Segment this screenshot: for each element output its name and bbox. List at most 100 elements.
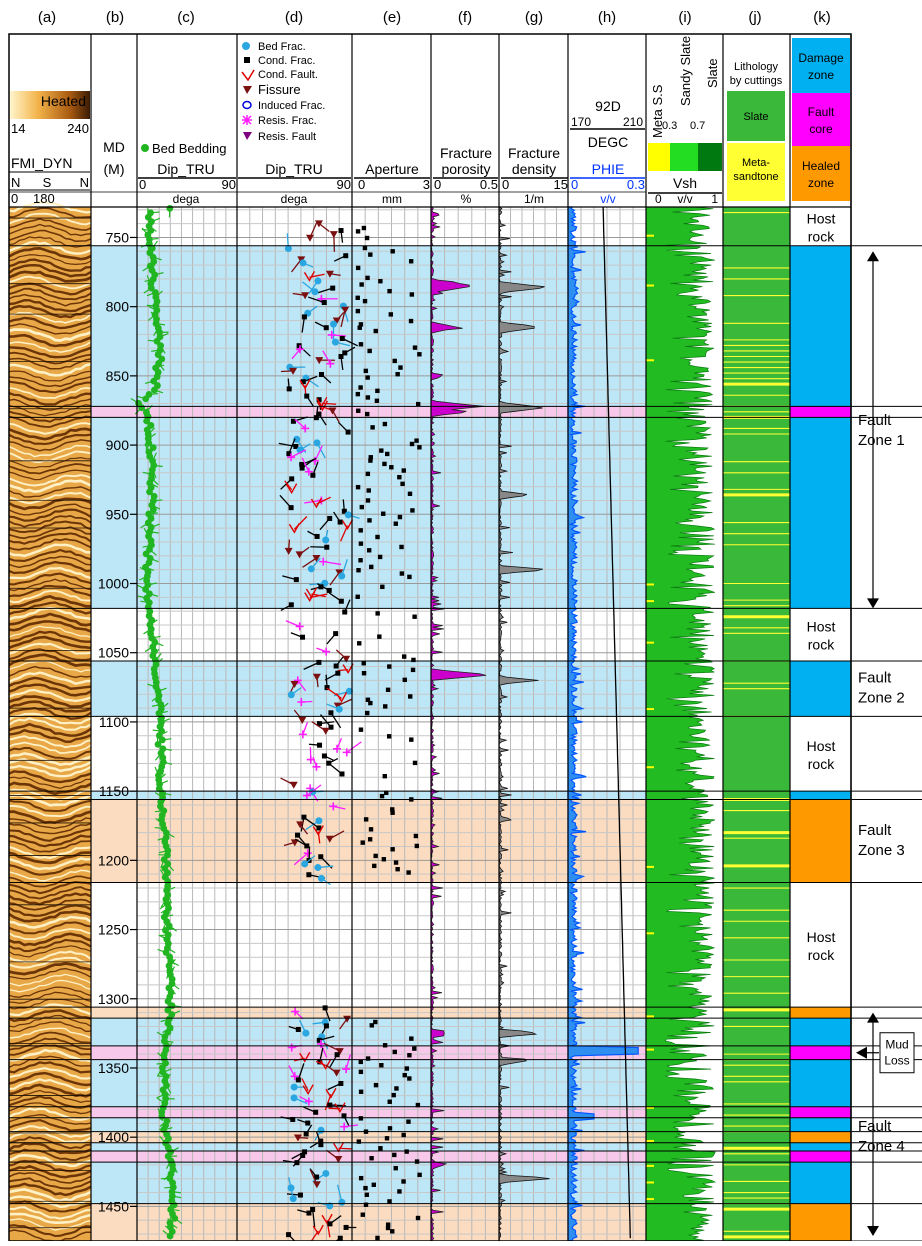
zone-band [137, 882, 237, 1007]
aperture-point [397, 1189, 401, 1193]
cond-frac-tadpole [300, 466, 305, 471]
fault-core-band [431, 1151, 499, 1162]
zone-band [237, 207, 352, 246]
cond-frac-tadpole [289, 505, 294, 510]
lith-title-1: Lithology [734, 61, 779, 73]
aperture-point [409, 1036, 413, 1040]
mud-loss-arrow-head [856, 1047, 867, 1059]
arrow-head-up [867, 1013, 879, 1023]
header-track-a: Heated 14 240 FMI_DYN N S N 0 180 [9, 91, 90, 206]
fault-core-band [91, 1046, 137, 1060]
aperture-point [370, 1023, 374, 1027]
vsh-sand-flag [646, 1140, 654, 1142]
aperture-point [394, 860, 398, 864]
temp-max: 210 [623, 115, 643, 129]
aperture-point [409, 737, 413, 741]
aperture-point [407, 575, 411, 579]
aperture-point [361, 1213, 365, 1217]
class-sandy-slate: Sandy Slate [678, 36, 693, 106]
cond-frac-tadpole [318, 854, 323, 859]
aperture-point [414, 438, 418, 442]
aperture-point [362, 671, 366, 675]
legend-core-2: core [809, 122, 833, 136]
zone-class-damage [790, 791, 851, 799]
fmi-title: FMI_DYN [11, 155, 72, 171]
c-min: 0 [139, 177, 146, 192]
header-track-k: Damage zone Fault core Healed zone [792, 38, 850, 201]
aperture-point [404, 1149, 408, 1153]
aperture-point [369, 1156, 373, 1160]
legend-healed-2: zone [808, 176, 834, 190]
zone-band [431, 207, 499, 246]
aperture-point [388, 1126, 392, 1130]
bed-frac-tadpole [301, 860, 308, 867]
aperture-point [382, 462, 386, 466]
zone-band [91, 1007, 137, 1018]
aperture-point [375, 389, 379, 393]
track-letter-f: (f) [458, 9, 472, 26]
zone-class-damage [790, 246, 851, 609]
fault-core-band [137, 1046, 237, 1060]
zone-class-healed [790, 1132, 851, 1143]
cond-frac-tadpole [317, 743, 322, 748]
vsh-sand-flag [646, 600, 654, 602]
cond-frac-tadpole [296, 1077, 301, 1082]
aperture-point [373, 854, 377, 858]
lith-title-2: by cuttings [730, 75, 783, 87]
track-letter-k: (k) [813, 9, 831, 26]
aperture-point [392, 1093, 396, 1097]
cond-frac-tadpole [313, 1110, 318, 1115]
cond-frac-legend-icon [244, 57, 250, 63]
track-letter-a: (a) [38, 9, 56, 26]
cutoff-03: 0.3 [662, 120, 677, 132]
aperture-point [413, 761, 417, 765]
aperture-point [368, 837, 372, 841]
aperture-point [359, 1116, 363, 1120]
aperture-point [410, 292, 414, 296]
vsh-unit: v/v [677, 192, 692, 206]
aperture-point [400, 571, 404, 575]
aperture-point [398, 365, 402, 369]
aperture-point [379, 1063, 383, 1067]
bedding-tadpole [158, 1113, 165, 1120]
aperture-point [383, 422, 387, 426]
d-title: Dip_TRU [265, 161, 323, 177]
aperture-point [356, 392, 360, 396]
depth-tick-label: 950 [106, 506, 130, 522]
aperture-point [407, 1053, 411, 1057]
aperture-point [398, 515, 402, 519]
bed-frac-tadpole [300, 259, 307, 266]
bed-frac-tadpole [318, 875, 325, 882]
zone-band [237, 716, 352, 791]
cond-frac-tadpole [324, 1023, 329, 1028]
cond-frac-tadpole [335, 671, 340, 676]
fault-core-band [91, 406, 137, 417]
bed-frac-tadpole [330, 321, 337, 328]
depth-tick-label: 1100 [99, 714, 129, 730]
aperture-point [369, 565, 373, 569]
fault-zone-label-1: Fault [858, 822, 892, 839]
aperture-point [377, 634, 381, 638]
track-letter-d: (d) [285, 9, 303, 26]
aperture-point [387, 289, 391, 293]
vsh-sand-flag [646, 235, 654, 237]
aperture-point [403, 1073, 407, 1077]
depth-tick-label: 1000 [98, 576, 129, 592]
aperture-point [359, 1060, 363, 1064]
aperture-point [378, 279, 382, 283]
class-swatch-slate [698, 143, 722, 171]
aperture-point [356, 485, 360, 489]
cond-frac-tadpole [322, 753, 327, 758]
header-track-e: Aperture 0 3 mm [354, 161, 430, 206]
zone-band [91, 882, 137, 1007]
host-rock-label-1: Host [807, 929, 836, 945]
resis-fault-legend-icon [243, 132, 252, 140]
cond-frac-tadpole [306, 1211, 311, 1216]
fault-core-band [431, 1107, 499, 1118]
zone-class-healed [790, 799, 851, 882]
vsh-sand-flag [646, 1165, 654, 1167]
aperture-point [402, 654, 406, 658]
depth-tick-label: 1350 [98, 1060, 129, 1076]
track-letter-e: (e) [383, 9, 401, 26]
bedding-tadpole [151, 387, 158, 394]
